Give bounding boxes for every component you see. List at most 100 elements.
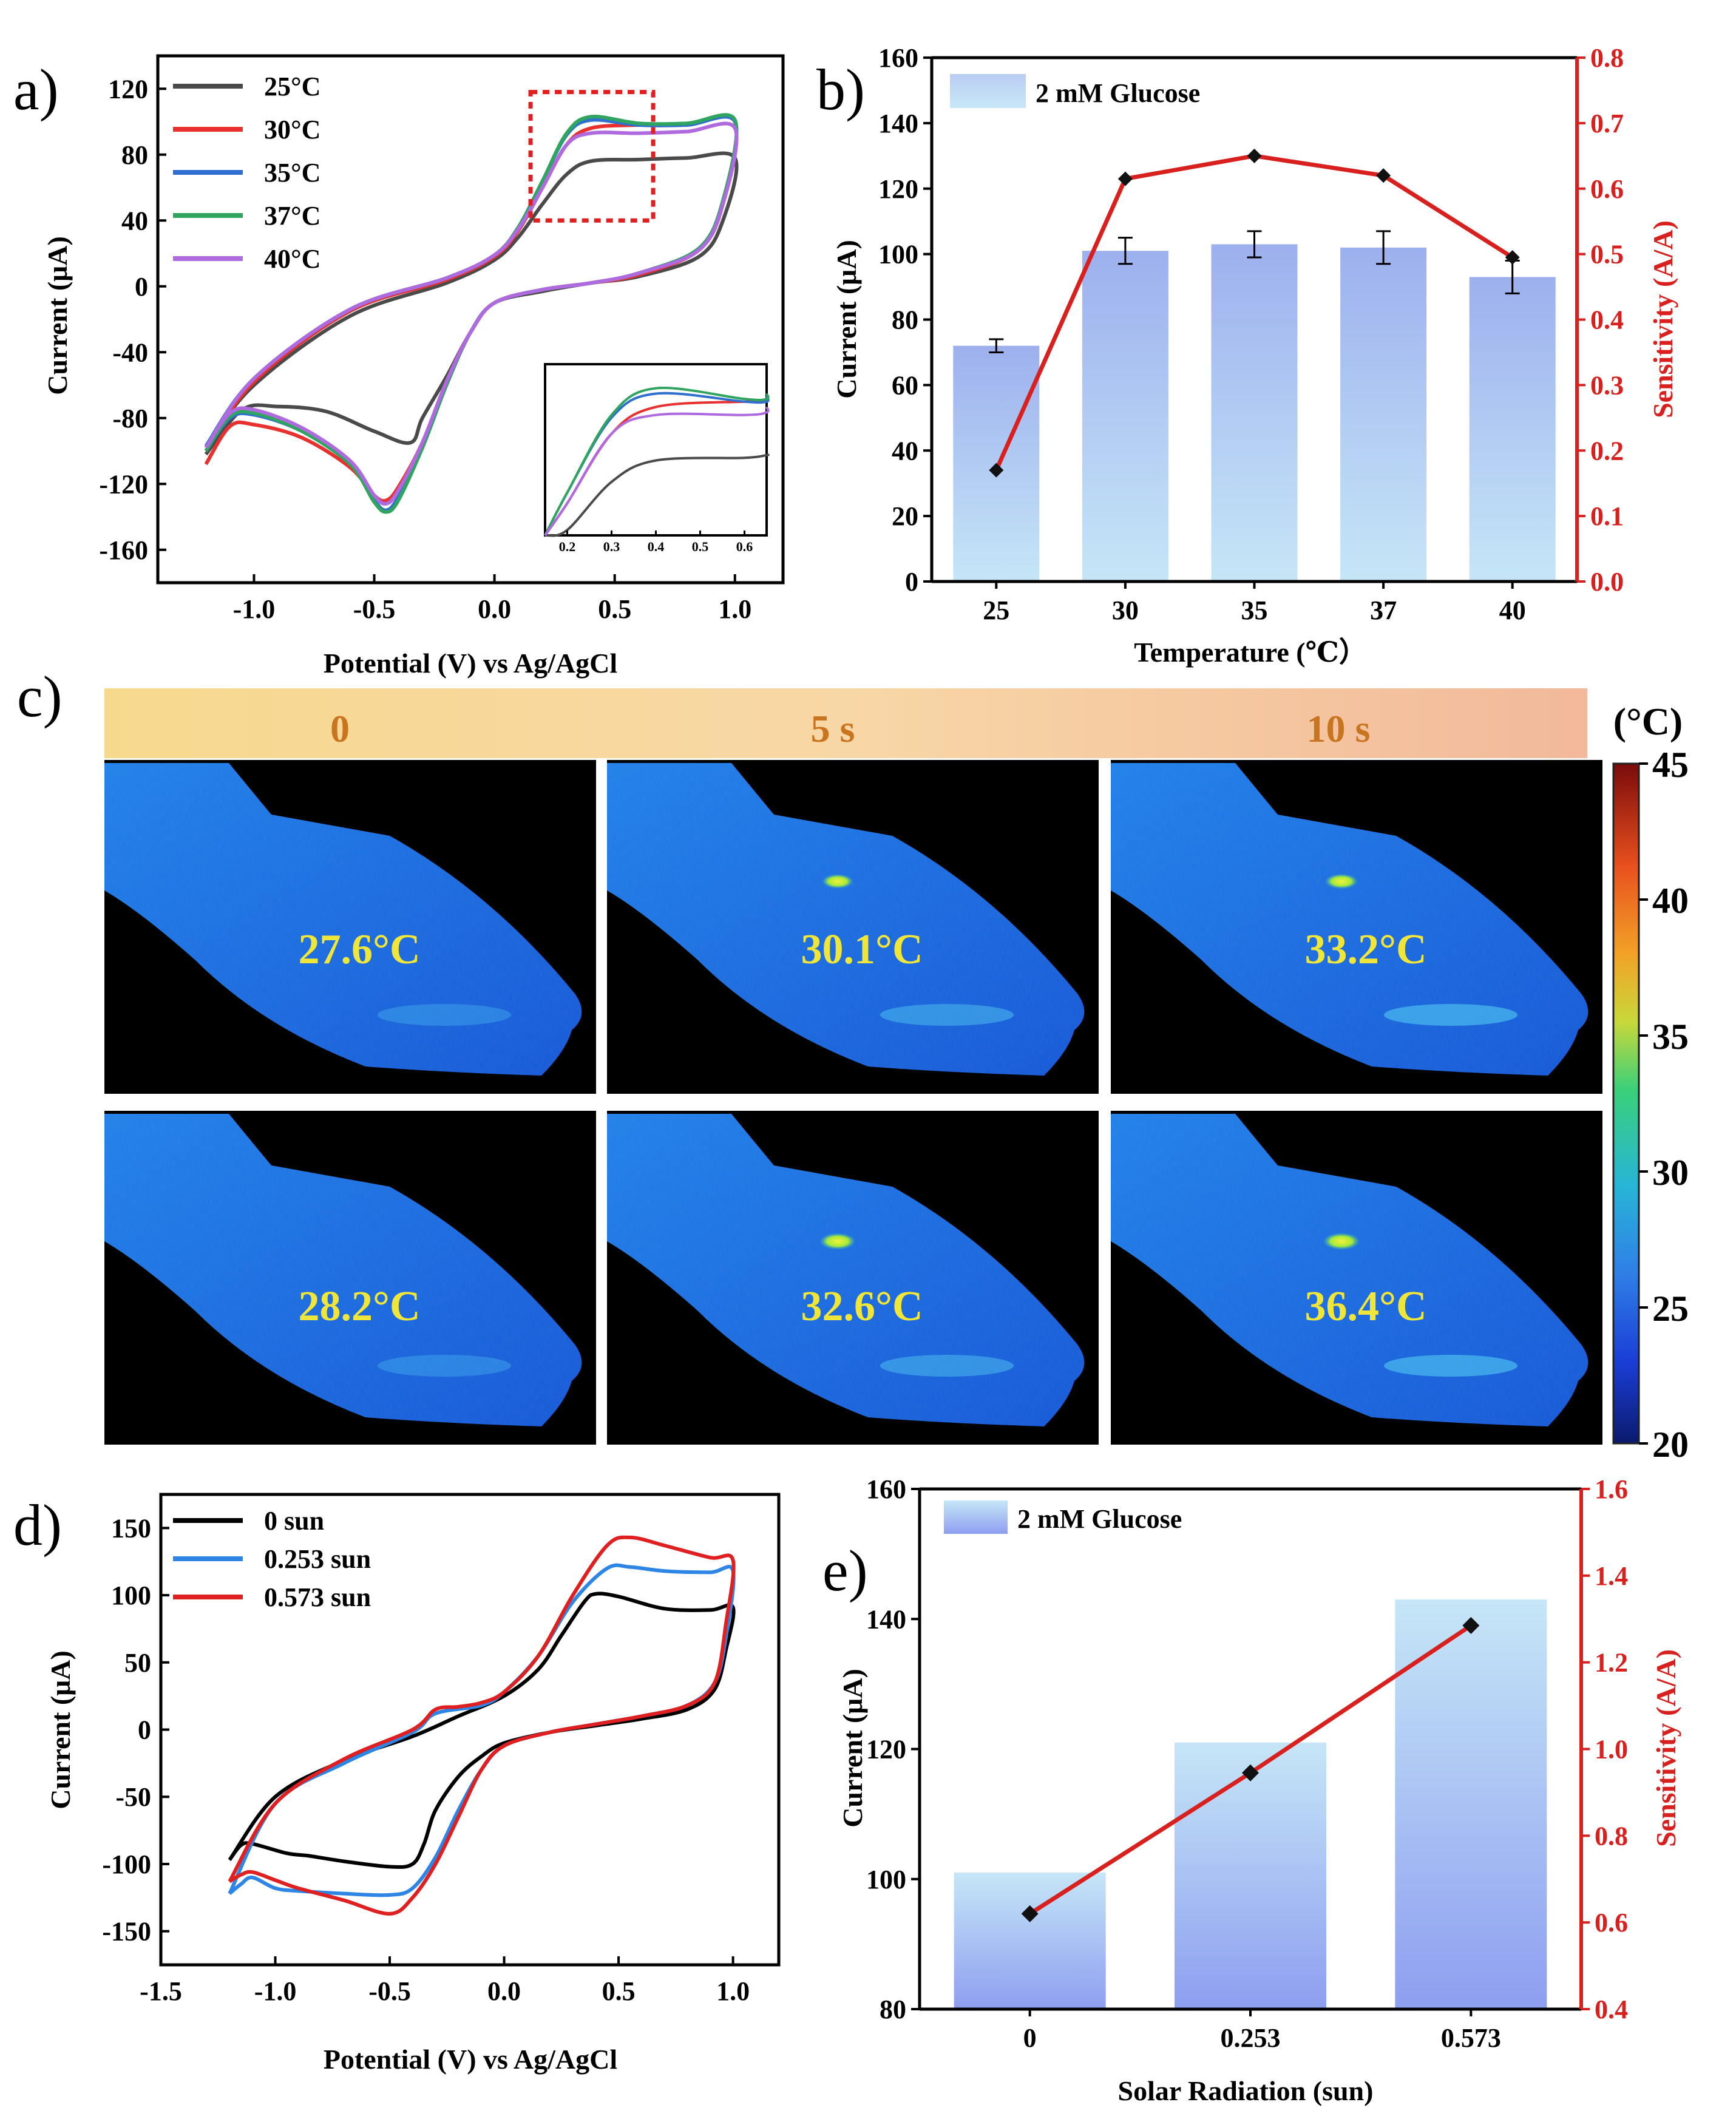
panel-b-x-tick-label: 37 bbox=[1370, 595, 1397, 625]
panel-b-x-tick-label: 40 bbox=[1499, 595, 1526, 625]
panel-e-x-ticks: 0 0.253 0.573 bbox=[1023, 2009, 1501, 2053]
panel-b-y2-tick-label: 0.5 bbox=[1590, 240, 1624, 270]
panel-e-y-axis-title: Current (μA) bbox=[837, 1669, 868, 1828]
panel-d-plot-area bbox=[228, 1535, 736, 1916]
panel-d-y-tick-label: -100 bbox=[102, 1849, 151, 1879]
panel-b-y-tick-label: 60 bbox=[892, 370, 918, 400]
panel-a-inset-curve-4 bbox=[544, 406, 770, 537]
thermal-image-r1-c2: 36.4°C bbox=[1111, 1111, 1602, 1445]
panel-d-y-tick-label: -50 bbox=[115, 1782, 151, 1812]
panel-a-legend-label-1: 30°C bbox=[264, 115, 320, 144]
panel-a-legend-label-3: 37°C bbox=[264, 201, 320, 231]
panel-a-y-tick-label: -160 bbox=[99, 535, 148, 565]
panel-b-y2-tick-label: 0.3 bbox=[1590, 370, 1624, 400]
panel-a-x-tick-label: -0.5 bbox=[353, 594, 396, 624]
panel-b-x-tick-label: 35 bbox=[1241, 595, 1268, 625]
panel-d-y-tick-label: 50 bbox=[124, 1648, 151, 1678]
panel-a-inset-tick-label: 0.2 bbox=[559, 539, 576, 554]
thermal-finger-warm-region bbox=[880, 1004, 1014, 1026]
panel-d-axes-frame bbox=[159, 1493, 781, 1967]
panel-a-inset-curve-0 bbox=[544, 453, 770, 537]
panel-c-colorbar-ticks: 45 40 35 30 25 20 bbox=[1639, 745, 1689, 1465]
panel-d-x-tick-label: 1.0 bbox=[716, 1976, 750, 2006]
thermal-hand-texture bbox=[607, 1114, 1085, 1426]
panel-b-sensitivity-marker-3 bbox=[1376, 168, 1391, 183]
panel-a-y-axis-title: Current (μA) bbox=[42, 236, 73, 395]
panel-b-legend-label: 2 mM Glucose bbox=[1036, 78, 1200, 108]
panel-b-sensitivity-marker-4 bbox=[1505, 250, 1520, 265]
panel-d-x-tick-label: -1.0 bbox=[254, 1976, 297, 2006]
panel-d-x-tick-label: 0.5 bbox=[602, 1976, 636, 2006]
panel-e-y2-ticks: 0.4 0.6 0.8 1.0 1.2 1.4 1.6 bbox=[1581, 1474, 1628, 2024]
panel-a-inset-x-ticks: 0.2 0.3 0.4 0.5 0.6 bbox=[559, 531, 753, 554]
panel-a-y-ticks: 120 80 40 0 -40 -80 -120 -160 bbox=[99, 74, 166, 565]
thermal-hand-texture bbox=[104, 1114, 582, 1426]
thermal-image-r1-c1: 32.6°C bbox=[607, 1111, 1099, 1445]
panel-e-y2-tick-label: 1.6 bbox=[1595, 1474, 1628, 1504]
colorbar-tick-label: 35 bbox=[1652, 1017, 1689, 1057]
panel-b-sensitivity-marker-1 bbox=[1117, 171, 1133, 186]
panel-b-y-tick-label: 140 bbox=[878, 109, 918, 138]
panel-b-y-tick-label: 160 bbox=[878, 43, 918, 73]
panel-a-y-tick-label: -120 bbox=[99, 469, 148, 499]
panel-e-y2-tick-label: 1.2 bbox=[1595, 1648, 1628, 1678]
panel-b-y2-tick-label: 0.4 bbox=[1590, 305, 1624, 335]
panel-a-y-tick-label: 80 bbox=[121, 140, 148, 170]
panel-b-legend-swatch bbox=[950, 74, 1026, 108]
panel-b-y-tick-label: 40 bbox=[892, 436, 918, 466]
panel-d-cv-solar: 150 100 50 0 -50 -100 -150 -1.5 -1.0 -0.5 0.0 0.5 1… bbox=[45, 1493, 781, 2075]
panel-e-y2-tick-label: 0.4 bbox=[1595, 1995, 1628, 2024]
panel-e-sensitivity-line bbox=[1021, 1616, 1480, 1922]
panel-a-x-axis-title: Potential (V) vs Ag/AgCl bbox=[324, 648, 617, 679]
panel-a-x-tick-label: 0.5 bbox=[598, 594, 631, 624]
panel-d-x-tick-label: -1.5 bbox=[140, 1976, 182, 2006]
thermal-temperature-label: 27.6°C bbox=[298, 926, 420, 973]
panel-e-x-tick-label: 0 bbox=[1023, 2023, 1037, 2053]
panel-e-sensitivity-marker-1 bbox=[1242, 1764, 1259, 1782]
panel-c-time-band bbox=[104, 688, 1587, 758]
thermal-image-r0-c1: 30.1°C bbox=[607, 760, 1099, 1094]
panel-b-bars bbox=[953, 230, 1556, 582]
panel-label-b: b) bbox=[816, 57, 865, 122]
panel-b-y-tick-label: 80 bbox=[892, 305, 918, 335]
panel-b-bar-2 bbox=[1211, 244, 1298, 582]
thermal-finger-warm-region bbox=[378, 1004, 511, 1026]
thermal-hand-texture bbox=[1111, 1114, 1589, 1426]
panel-d-legend: 0 sun 0.253 sun 0.573 sun bbox=[173, 1506, 371, 1612]
panel-b-y2-tick-label: 0.2 bbox=[1590, 436, 1624, 466]
panel-d-x-tick-label: 0.0 bbox=[487, 1976, 521, 2006]
thermal-temperature-label: 33.2°C bbox=[1304, 926, 1426, 973]
panel-e-y-ticks: 80 100 120 140 160 bbox=[866, 1474, 920, 2024]
panel-d-cv-curve-1 bbox=[228, 1563, 736, 1897]
thermal-image-r0-c2: 33.2°C bbox=[1111, 760, 1602, 1094]
panel-b-sensitivity-marker-0 bbox=[989, 463, 1004, 478]
panel-e-y-tick-label: 80 bbox=[880, 1995, 906, 2024]
panel-e-x-tick-label: 0.573 bbox=[1441, 2023, 1501, 2053]
panel-label-d: d) bbox=[13, 1493, 62, 1558]
panel-a-y-tick-label: -40 bbox=[112, 337, 148, 367]
panel-d-x-tick-label: -0.5 bbox=[368, 1976, 411, 2006]
panel-d-y-tick-label: -150 bbox=[102, 1917, 151, 1947]
panel-e-legend-label: 2 mM Glucose bbox=[1017, 1504, 1182, 1534]
panel-a-y-tick-label: 0 bbox=[135, 272, 148, 302]
panel-e-solar-bars: 80 100 120 140 160 0.4 0.6 0.8 1.0 1.2 1.4 1.6 0 0.… bbox=[837, 1474, 1681, 2106]
panel-a-axes-frame bbox=[156, 54, 785, 585]
panel-c-image-grid: 27.6°C 30.1°C 33.2°C 28.2°C 32.6°C 36.4°C bbox=[104, 760, 1602, 1445]
panel-a-x-ticks: -1.0 -0.5 0.0 0.5 1.0 bbox=[233, 574, 751, 624]
colorbar-tick-label: 45 bbox=[1652, 745, 1689, 785]
panel-a-inset-curve-3 bbox=[544, 387, 770, 536]
panel-a-legend-label-2: 35°C bbox=[264, 158, 320, 188]
panel-a-inset-plot bbox=[544, 387, 770, 537]
panel-b-y2-axis-title: Sensitivity (A/A) bbox=[1647, 220, 1678, 418]
panel-a-x-tick-label: 0.0 bbox=[478, 594, 511, 624]
panel-a-inset-tick-label: 0.5 bbox=[692, 539, 709, 554]
thermal-temperature-label: 28.2°C bbox=[298, 1283, 420, 1330]
panel-label-a: a) bbox=[13, 57, 59, 122]
panel-e-y-tick-label: 160 bbox=[866, 1474, 906, 1504]
panel-b-y2-tick-label: 0.0 bbox=[1590, 567, 1624, 597]
panel-b-bar-3 bbox=[1340, 247, 1427, 581]
panel-d-y-tick-label: 0 bbox=[138, 1715, 151, 1745]
panel-c-time-label-0: 0 bbox=[330, 707, 350, 750]
thermal-temperature-label: 30.1°C bbox=[801, 926, 923, 973]
panel-a-y-tick-label: -80 bbox=[112, 404, 148, 433]
